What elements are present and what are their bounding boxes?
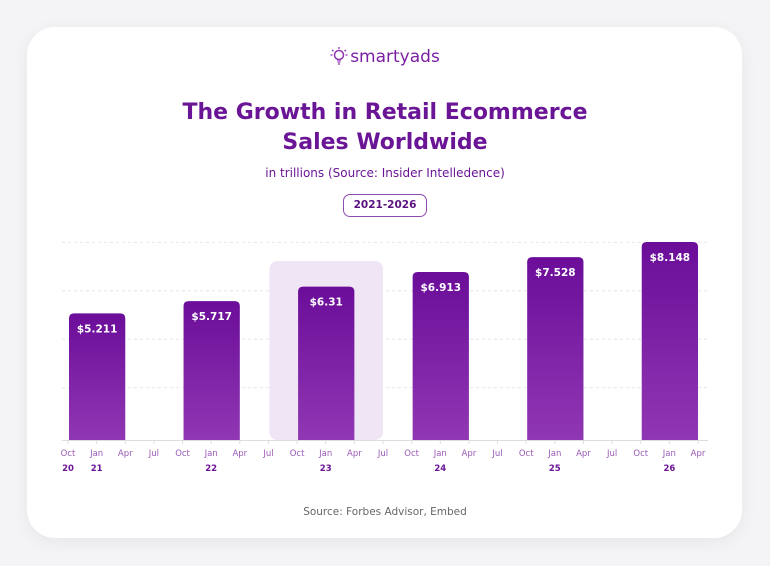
- x-tick-label: Oct: [175, 449, 190, 459]
- x-year-label: 22: [205, 464, 217, 474]
- bar: [298, 286, 355, 440]
- x-tick-label: Jul: [262, 449, 273, 459]
- x-tick-label: Jul: [148, 449, 159, 459]
- x-tick-label: Oct: [61, 449, 76, 459]
- x-tick-label: Apr: [118, 449, 133, 459]
- bar-value-label: $8.148: [650, 252, 691, 264]
- x-tick-label: Apr: [462, 449, 477, 459]
- x-tick-label: Jan: [204, 449, 218, 459]
- bar-value-label: $6.31: [310, 297, 343, 309]
- x-tick-label: Jan: [318, 449, 332, 459]
- x-tick-label: Jul: [491, 449, 502, 459]
- bar: [641, 242, 698, 440]
- x-tick-label: Apr: [232, 449, 247, 459]
- date-range-badge: 2021-2026: [343, 194, 427, 217]
- x-tick-label: Jan: [662, 449, 676, 459]
- x-tick-label: Jan: [89, 449, 103, 459]
- x-tick-label: Apr: [691, 449, 706, 459]
- x-tick-label: Oct: [633, 449, 648, 459]
- x-tick-label: Jul: [377, 449, 388, 459]
- bar-value-label: $5.717: [191, 311, 232, 323]
- bar-value-label: $6.913: [421, 282, 462, 294]
- x-tick-label: Jul: [606, 449, 617, 459]
- x-tick-label: Jan: [433, 449, 447, 459]
- x-year-label: 20: [62, 464, 74, 474]
- x-year-label: 23: [320, 464, 332, 474]
- x-tick-label: Jan: [547, 449, 561, 459]
- bar: [183, 301, 240, 440]
- chart-title: The Growth in Retail Ecommerce Sales Wor…: [182, 100, 588, 155]
- bar-value-label: $5.211: [77, 323, 118, 335]
- x-year-label: 24: [434, 464, 446, 474]
- bar: [69, 313, 126, 440]
- x-year-label: 25: [549, 464, 561, 474]
- lightbulb-icon: [330, 47, 348, 65]
- chart-subtitle: in trillions (Source: Insider Intelleden…: [265, 166, 505, 180]
- bar: [412, 272, 469, 440]
- x-tick-label: Oct: [404, 449, 419, 459]
- x-tick-label: Oct: [519, 449, 534, 459]
- x-tick-label: Apr: [576, 449, 591, 459]
- brand-name: smartyads: [350, 47, 440, 67]
- chart-card: [27, 27, 742, 538]
- x-year-label: 21: [91, 464, 103, 474]
- x-tick-label: Oct: [290, 449, 305, 459]
- source-note: Source: Forbes Advisor, Embed: [303, 506, 467, 518]
- bar-value-label: $7.528: [535, 267, 576, 279]
- x-year-label: 26: [663, 464, 675, 474]
- brand-logo: smartyads: [0, 46, 770, 67]
- bar: [527, 257, 584, 440]
- x-tick-label: Apr: [347, 449, 362, 459]
